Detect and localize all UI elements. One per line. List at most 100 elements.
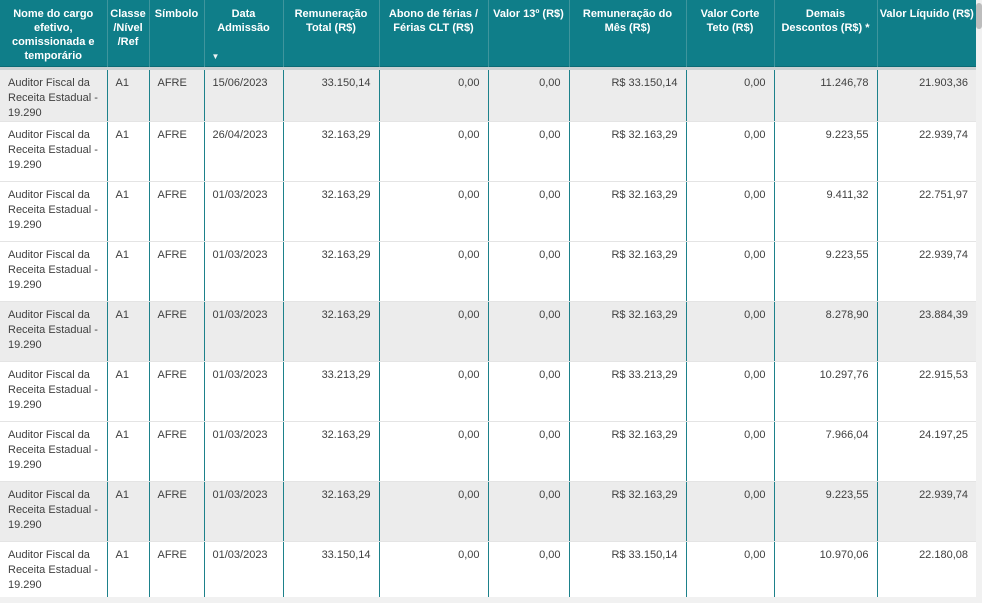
table-cell: A1 <box>107 181 150 242</box>
column-header-label: Valor Líquido (R$) <box>879 8 974 20</box>
table-row: Auditor Fiscal da Receita Estadual - 19.… <box>0 361 976 422</box>
vertical-scrollbar-thumb[interactable] <box>976 3 982 29</box>
table-cell: 33.213,29 <box>283 361 380 422</box>
table-cell: R$ 32.163,29 <box>569 241 687 302</box>
table-cell: AFRE <box>149 421 205 482</box>
table-cell: 0,00 <box>488 301 570 362</box>
column-header[interactable]: Classe /Nível /Ref <box>106 0 149 70</box>
column-header-label: Remuneração Total (R$) <box>294 8 368 34</box>
table-row: Auditor Fiscal da Receita Estadual - 19.… <box>0 301 976 362</box>
table-header-row: Nome do cargo efetivo, comissionada e te… <box>0 0 976 70</box>
table-cell: R$ 32.163,29 <box>569 181 687 242</box>
table-cell: 32.163,29 <box>283 481 380 542</box>
column-header[interactable]: Data Admissão ▼ <box>203 0 283 70</box>
table-cell: AFRE <box>149 121 205 182</box>
table-cell: A1 <box>107 301 150 362</box>
table-cell: 32.163,29 <box>283 301 380 362</box>
table-row: Auditor Fiscal da Receita Estadual - 19.… <box>0 481 976 542</box>
column-header[interactable]: Remuneração Total (R$) <box>282 0 379 70</box>
table-cell: 0,00 <box>488 68 570 122</box>
table-cell: 0,00 <box>686 241 775 302</box>
table-cell: 15/06/2023 <box>204 68 284 122</box>
column-header-label: Abono de férias / Férias CLT (R$) <box>388 8 479 34</box>
table-cell: AFRE <box>149 481 205 542</box>
table-row: Auditor Fiscal da Receita Estadual - 19.… <box>0 121 976 182</box>
column-header[interactable]: Valor 13º (R$) <box>487 0 569 70</box>
table-cell: Auditor Fiscal da Receita Estadual - 19.… <box>0 68 108 122</box>
table-cell: A1 <box>107 68 150 122</box>
horizontal-scrollbar[interactable] <box>0 597 982 603</box>
column-header-label: Classe /Nível /Ref <box>110 8 146 48</box>
table-cell: 0,00 <box>686 361 775 422</box>
table-cell: AFRE <box>149 301 205 362</box>
table-cell: 0,00 <box>686 481 775 542</box>
table-cell: Auditor Fiscal da Receita Estadual - 19.… <box>0 421 108 482</box>
table-cell: 33.150,14 <box>283 68 380 122</box>
table-cell: 0,00 <box>686 421 775 482</box>
column-header[interactable]: Nome do cargo efetivo, comissionada e te… <box>0 0 107 70</box>
table-cell: R$ 32.163,29 <box>569 481 687 542</box>
table-cell: 0,00 <box>488 181 570 242</box>
table-cell: R$ 33.213,29 <box>569 361 687 422</box>
table-cell: 01/03/2023 <box>204 421 284 482</box>
table-cell: 01/03/2023 <box>204 301 284 362</box>
table-cell: 0,00 <box>488 361 570 422</box>
table-cell: 0,00 <box>379 361 489 422</box>
table-cell: 22.939,74 <box>877 481 976 542</box>
table-cell: 0,00 <box>686 181 775 242</box>
table-cell: 0,00 <box>379 541 489 597</box>
table-cell: R$ 32.163,29 <box>569 301 687 362</box>
table-cell: Auditor Fiscal da Receita Estadual - 19.… <box>0 121 108 182</box>
table-cell: AFRE <box>149 241 205 302</box>
column-header[interactable]: Símbolo <box>148 0 204 70</box>
table-cell: 22.939,74 <box>877 121 976 182</box>
column-header-label: Demais Descontos (R$) * <box>781 8 870 34</box>
table-cell: 0,00 <box>686 121 775 182</box>
table-cell: A1 <box>107 241 150 302</box>
column-header-label: Nome do cargo efetivo, comissionada e te… <box>11 8 95 62</box>
table-row: Auditor Fiscal da Receita Estadual - 19.… <box>0 181 976 242</box>
table-cell: 9.223,55 <box>774 241 878 302</box>
table-row: Auditor Fiscal da Receita Estadual - 19.… <box>0 68 976 122</box>
table-cell: A1 <box>107 421 150 482</box>
table-row: Auditor Fiscal da Receita Estadual - 19.… <box>0 241 976 302</box>
table-cell: 22.915,53 <box>877 361 976 422</box>
table-cell: R$ 33.150,14 <box>569 541 687 597</box>
vertical-scrollbar[interactable] <box>976 0 982 597</box>
table-cell: 9.223,55 <box>774 121 878 182</box>
table-cell: A1 <box>107 361 150 422</box>
column-header[interactable]: Abono de férias / Férias CLT (R$) <box>378 0 488 70</box>
table-cell: 0,00 <box>488 121 570 182</box>
table-cell: Auditor Fiscal da Receita Estadual - 19.… <box>0 541 108 597</box>
table-row: Auditor Fiscal da Receita Estadual - 19.… <box>0 421 976 482</box>
column-header-label: Data Admissão <box>217 8 270 34</box>
sort-desc-icon: ▼ <box>211 51 220 61</box>
table-cell: 10.970,06 <box>774 541 878 597</box>
table-cell: AFRE <box>149 68 205 122</box>
table-cell: 32.163,29 <box>283 241 380 302</box>
column-header[interactable]: Valor Líquido (R$) <box>876 0 976 70</box>
table-cell: 11.246,78 <box>774 68 878 122</box>
table-row: Auditor Fiscal da Receita Estadual - 19.… <box>0 541 976 597</box>
column-header[interactable]: Valor Corte Teto (R$) <box>685 0 774 70</box>
table-cell: 32.163,29 <box>283 121 380 182</box>
table-cell: 33.150,14 <box>283 541 380 597</box>
table-cell: 0,00 <box>379 68 489 122</box>
table-cell: AFRE <box>149 361 205 422</box>
table-cell: Auditor Fiscal da Receita Estadual - 19.… <box>0 301 108 362</box>
table-cell: 0,00 <box>488 241 570 302</box>
table-cell: 24.197,25 <box>877 421 976 482</box>
table-cell: 01/03/2023 <box>204 481 284 542</box>
table-cell: Auditor Fiscal da Receita Estadual - 19.… <box>0 181 108 242</box>
column-header-label: Valor Corte Teto (R$) <box>700 8 760 34</box>
table-cell: 9.223,55 <box>774 481 878 542</box>
table-cell: 01/03/2023 <box>204 541 284 597</box>
table-cell: Auditor Fiscal da Receita Estadual - 19.… <box>0 361 108 422</box>
column-header[interactable]: Remuneração do Mês (R$) <box>568 0 686 70</box>
table-cell: Auditor Fiscal da Receita Estadual - 19.… <box>0 241 108 302</box>
column-header-label: Remuneração do Mês (R$) <box>582 8 673 34</box>
table-cell: 0,00 <box>379 121 489 182</box>
table-cell: 8.278,90 <box>774 301 878 362</box>
table-cell: 01/03/2023 <box>204 181 284 242</box>
column-header[interactable]: Demais Descontos (R$) * <box>773 0 877 70</box>
